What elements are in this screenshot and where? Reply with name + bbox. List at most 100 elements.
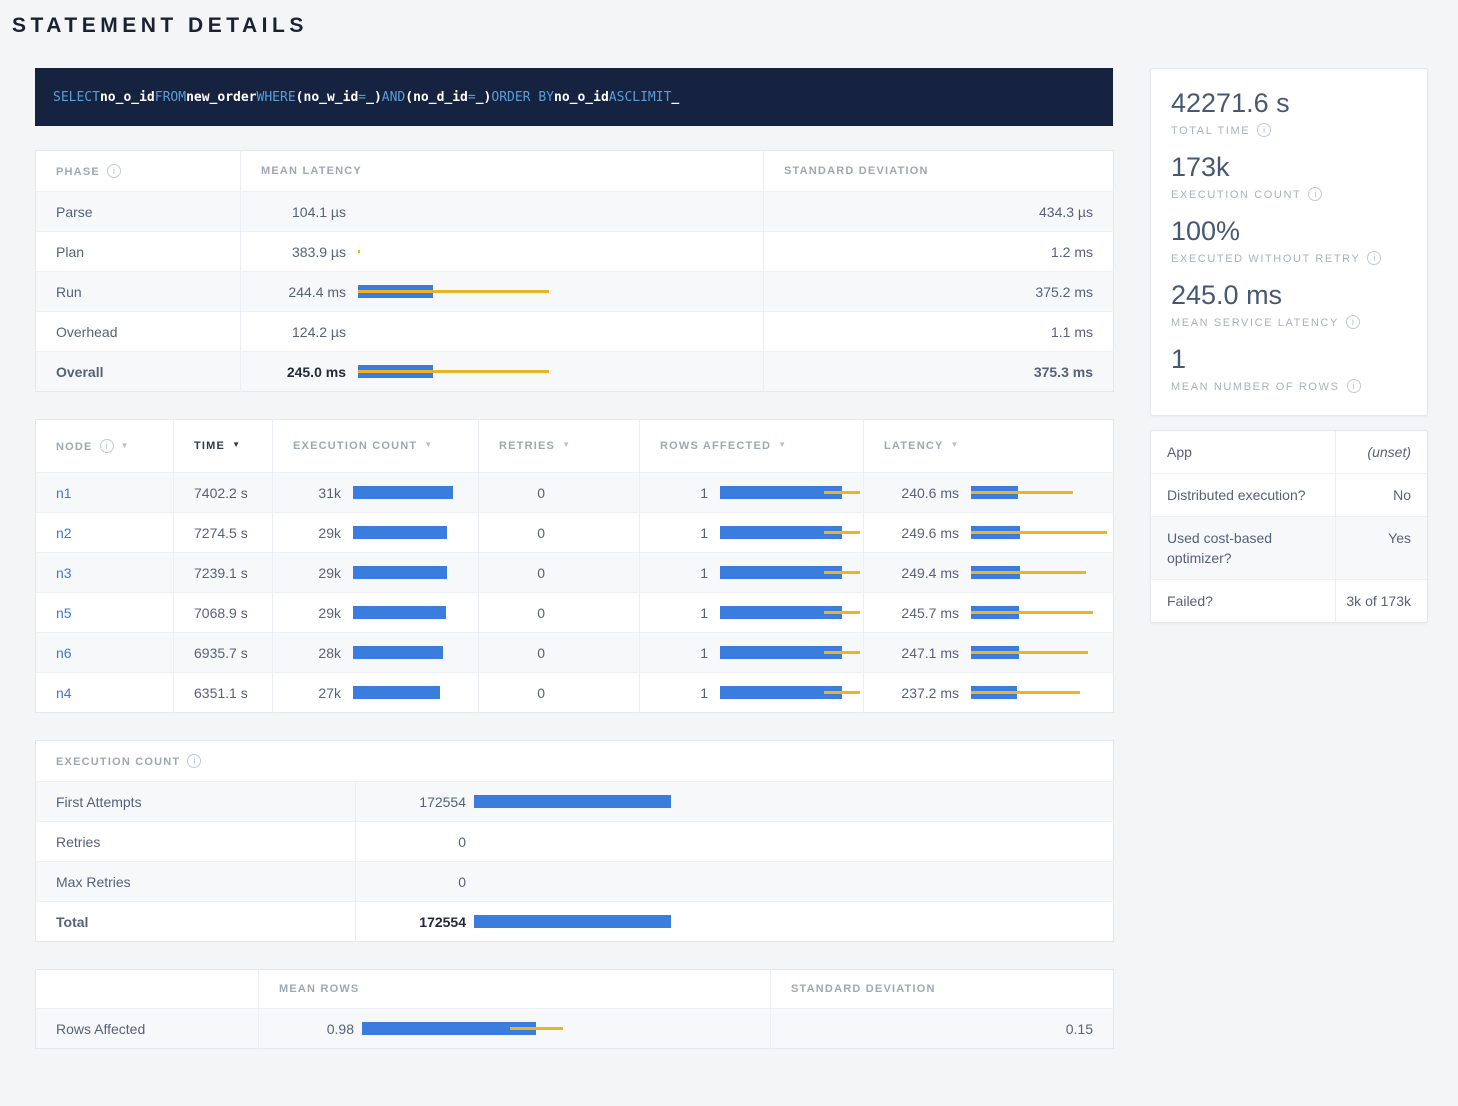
stddev-bar [971,571,1086,574]
node-cell: n4 [36,673,174,713]
cell-value: 0 [458,873,466,890]
execution-count-cell: 28k [272,632,479,673]
cell-value: 245.7 ms [901,604,959,621]
mean-bar [720,526,842,539]
mean-latency-column-header: MEAN LATENCY [240,150,764,192]
phase-label: Run [56,283,82,300]
sql-keyword: FROM [154,89,187,105]
node-table-header-row: NODE i ▼ TIME ▼ EXECUTION COUNT ▼ RETRIES ▼ R… [35,419,1114,473]
rows-affected-cell: 1 [639,632,864,673]
cell-value: 0 [537,644,545,661]
cell-value: 1 [700,604,708,621]
cell-value: 249.4 ms [901,564,959,581]
info-icon[interactable]: i [1345,315,1360,329]
stddev-bar [971,491,1073,494]
bar-chart [358,202,558,222]
cell-value: 1 [700,684,708,701]
info-icon[interactable]: i [1367,251,1382,265]
bar-cell: 1 [660,483,863,503]
time-cell: 6935.7 s [173,632,273,673]
sql-keyword: AND [381,89,406,105]
node-column-label: NODE [56,441,93,453]
mean-bar [720,606,842,619]
bar-cell: 29k [293,523,478,543]
latency-column-label: LATENCY [884,440,944,452]
retries-cell: 0 [478,632,640,673]
execution-count-table: EXECUTION COUNT i First Attempts 172554 Ret… [35,740,1114,942]
sql-keyword: WHERE [256,89,296,105]
info-icon[interactable]: i [1346,379,1361,393]
node-row: n3 7239.1 s 29k 0 1 249.4 ms [35,552,1114,593]
node-cell: n1 [36,473,174,513]
node-cell: n2 [36,513,174,553]
rows-affected-column-header[interactable]: ROWS AFFECTED ▼ [639,419,864,473]
stat-label: EXECUTED WITHOUT RETRY i [1171,251,1407,265]
info-icon[interactable]: i [106,164,121,178]
phase-row: Run 244.4 ms 375.2 ms [35,271,1114,312]
info-icon[interactable]: i [187,754,202,768]
cell-value: 1 [700,564,708,581]
sort-arrow-icon: ▼ [120,441,129,450]
bar-chart [353,603,493,623]
sql-keyword: ORDER BY [491,89,554,105]
info-icon[interactable]: i [1308,187,1323,201]
node-link[interactable]: n6 [56,644,72,661]
stddev-bar [823,611,861,614]
rows-affected-cell: 1 [639,592,864,633]
time-column-header[interactable]: TIME ▼ [173,419,273,473]
bar-cell: 237.2 ms [884,683,1113,703]
mean-bar [353,486,453,499]
execution-count-column-header[interactable]: EXECUTION COUNT ▼ [272,419,479,473]
node-cell: n3 [36,553,174,593]
app-detail-value: 3k of 173k [1334,579,1427,622]
execution-count-value-cell: 172554 [355,781,1114,822]
summary-stat: 100% EXECUTED WITHOUT RETRY i [1171,215,1407,265]
node-link[interactable]: n4 [56,684,72,701]
latency-column-header[interactable]: LATENCY ▼ [863,419,1114,473]
stddev-bar [823,691,861,694]
mean-bar [720,646,842,659]
sql-identifier: _) [475,89,492,105]
node-link[interactable]: n2 [56,524,72,541]
stat-value: 42271.6 s [1171,88,1290,118]
info-icon[interactable]: i [99,439,114,453]
node-link[interactable]: n3 [56,564,72,581]
retries-cell: 0 [478,512,640,553]
time-cell: 7274.5 s [173,512,273,553]
mean-rows-cell: 0.98 [258,1008,771,1049]
standard-deviation-column-header: STANDARD DEVIATION [770,969,1114,1009]
bar-chart [474,872,724,892]
bar-chart [720,563,870,583]
cell-value: 1 [700,484,708,501]
node-column-header[interactable]: NODE i ▼ [35,419,174,473]
execution-count-value-cell: 0 [355,821,1114,862]
bar-chart [358,362,558,382]
bar-cell: 383.9 µs [261,242,763,262]
sql-identifier: new_order [186,89,257,105]
time-cell: 6351.1 s [173,672,273,713]
node-link[interactable]: n5 [56,604,72,621]
execution-count-cell: 29k [272,592,479,633]
summary-stats-card: 42271.6 s TOTAL TIME i 173k EXECUTION COUNT i… [1150,68,1428,416]
bar-chart [474,792,724,812]
retries-column-header[interactable]: RETRIES ▼ [478,419,640,473]
bar-chart [358,322,558,342]
cell-value: 29k [318,564,341,581]
bar-chart [353,483,493,503]
retries-cell: 0 [478,552,640,593]
cell-value: 237.2 ms [901,684,959,701]
mean-bar [362,1022,537,1035]
stat-label-text: EXECUTION COUNT [1171,189,1302,201]
latency-cell: 237.2 ms [863,672,1114,713]
info-icon[interactable]: i [1257,123,1272,137]
node-link[interactable]: n1 [56,484,72,501]
phase-table-header-row: PHASE i MEAN LATENCY STANDARD DEVIATION [35,150,1114,192]
phase-label: Plan [56,243,85,260]
cell-value: 0 [458,833,466,850]
stddev-bar [358,290,549,293]
app-detail-value: No [1334,473,1427,517]
phase-label: Overhead [56,323,118,340]
cell-value: 249.6 ms [901,524,959,541]
execution-count-column-label: EXECUTION COUNT [293,440,418,452]
bar-cell: 28k [293,643,478,663]
